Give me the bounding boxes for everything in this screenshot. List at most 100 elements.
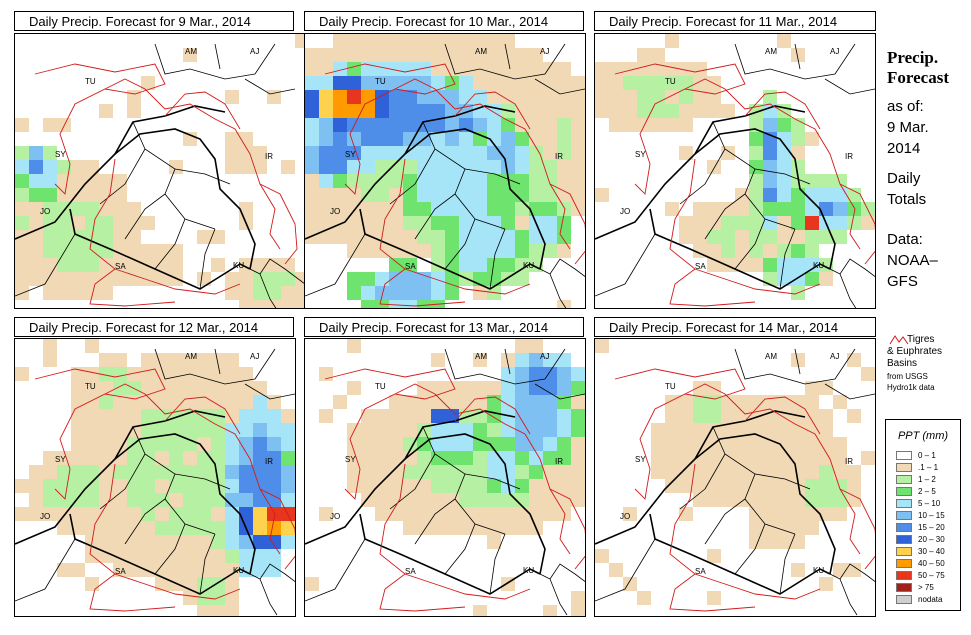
precip-cell — [791, 353, 805, 367]
precip-cell — [431, 272, 445, 286]
precip-cell — [29, 479, 43, 493]
precip-cell — [85, 479, 99, 493]
precip-cell — [707, 493, 721, 507]
precip-cell — [225, 549, 239, 563]
precip-cell — [833, 216, 847, 230]
border-line — [464, 168, 521, 185]
precip-cell — [71, 272, 85, 286]
precip-cell — [29, 465, 43, 479]
precip-cell — [459, 258, 473, 272]
precip-cell — [211, 563, 225, 577]
precip-cell — [679, 423, 693, 437]
precip-cell — [99, 549, 113, 563]
precip-cell — [529, 104, 543, 118]
precip-cell — [197, 437, 211, 451]
precip-cell — [651, 423, 665, 437]
precip-cell — [543, 216, 557, 230]
precip-cell — [431, 244, 445, 258]
border-line — [154, 218, 186, 270]
precip-cell — [127, 493, 141, 507]
precip-cell — [333, 202, 347, 216]
precip-cell — [211, 605, 225, 616]
precip-cell — [749, 118, 763, 132]
precip-cell — [707, 479, 721, 493]
precip-cell — [805, 395, 819, 409]
country-label: SA — [695, 262, 706, 271]
precip-cell — [127, 202, 141, 216]
precip-cell — [473, 202, 487, 216]
precip-cell — [403, 34, 417, 48]
precip-cell — [29, 493, 43, 507]
border-line — [244, 78, 296, 95]
precip-cell — [71, 202, 85, 216]
precip-cell — [445, 409, 459, 423]
precip-cell — [57, 465, 71, 479]
border-line — [305, 105, 516, 240]
precip-cell — [403, 76, 417, 90]
precip-cell — [557, 423, 571, 437]
legend-label: 15 – 20 — [918, 523, 945, 532]
precip-cell — [225, 132, 239, 146]
precip-cell — [557, 479, 571, 493]
precip-cell — [389, 230, 403, 244]
precip-cell — [721, 493, 735, 507]
precip-cell — [183, 493, 197, 507]
precip-cell — [239, 409, 253, 423]
precip-cell — [763, 118, 777, 132]
precip-cell — [319, 188, 333, 202]
precip-cell — [431, 48, 445, 62]
precip-cell — [431, 188, 445, 202]
border-line — [504, 43, 511, 70]
precip-cell — [113, 507, 127, 521]
panel-title: Daily Precip. Forecast for 12 Mar., 2014 — [14, 317, 294, 337]
precip-cell — [543, 367, 557, 381]
precip-cell — [71, 216, 85, 230]
precip-cell — [99, 535, 113, 549]
border-line — [199, 533, 216, 595]
precip-cell — [777, 507, 791, 521]
precip-cell — [777, 34, 791, 48]
precip-cell — [459, 216, 473, 230]
precip-cell — [347, 90, 361, 104]
precip-cell — [319, 409, 333, 423]
precip-cell — [267, 563, 281, 577]
forecast-map: AM AJ TU SY IR JO SA KU — [594, 33, 876, 309]
precip-cell — [347, 272, 361, 286]
precip-cell — [679, 395, 693, 409]
precip-cell — [637, 90, 651, 104]
precip-cell — [805, 437, 819, 451]
precip-cell — [665, 479, 679, 493]
precip-cell — [459, 451, 473, 465]
precip-cell — [267, 507, 281, 521]
precip-cell — [281, 286, 295, 300]
precip-cell — [417, 62, 431, 76]
precip-cell — [487, 34, 501, 48]
basin-line — [164, 91, 241, 130]
precip-cell — [623, 507, 637, 521]
as-of-date: as of: 9 Mar. 2014 — [887, 96, 971, 159]
precip-cell — [501, 118, 515, 132]
precip-cell — [389, 90, 403, 104]
precip-cell — [389, 409, 403, 423]
precip-cell — [431, 62, 445, 76]
precip-cell — [487, 437, 501, 451]
ppt-legend: PPT (mm) 0 – 1 .1 – 1 1 – 2 2 – 5 5 – 10 10 –… — [885, 419, 961, 611]
precip-cell — [571, 409, 585, 423]
border-line — [794, 348, 801, 375]
precip-cell — [99, 437, 113, 451]
precip-cell — [529, 479, 543, 493]
precip-cell — [319, 146, 333, 160]
country-label: AM — [765, 47, 777, 56]
legend-swatch — [896, 487, 912, 496]
precip-cell — [417, 521, 431, 535]
precip-cell — [239, 286, 253, 300]
precip-cell — [43, 272, 57, 286]
precip-cell — [515, 230, 529, 244]
precip-cell — [43, 258, 57, 272]
precip-cell — [71, 395, 85, 409]
precip-cell — [529, 381, 543, 395]
precip-cell — [791, 521, 805, 535]
precip-cell — [665, 104, 679, 118]
precip-cell — [557, 409, 571, 423]
precip-cell — [749, 423, 763, 437]
